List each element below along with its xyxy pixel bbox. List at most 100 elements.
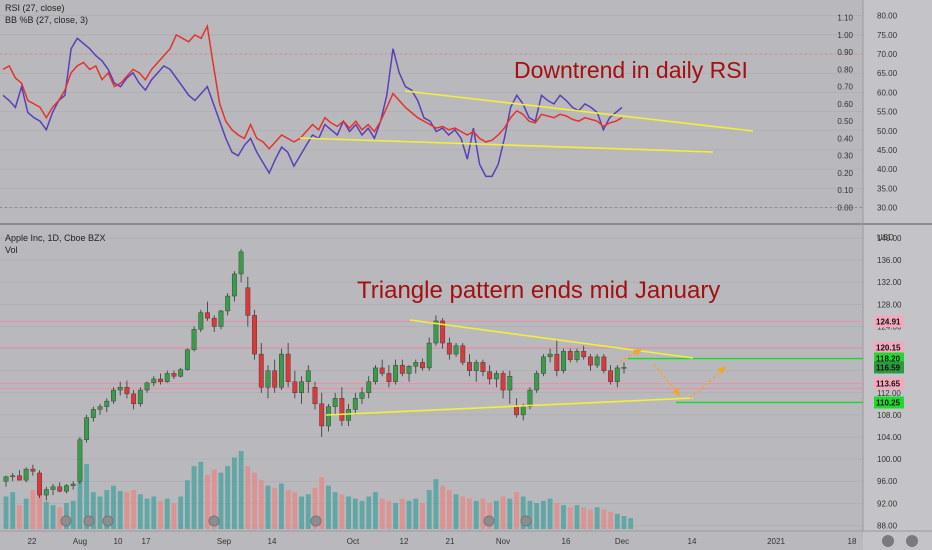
volume-bar bbox=[420, 503, 425, 529]
candle-body bbox=[379, 367, 385, 374]
settings-button[interactable] bbox=[882, 535, 894, 547]
candle-body bbox=[205, 312, 210, 319]
volume-bar bbox=[312, 487, 318, 529]
event-markers[interactable] bbox=[60, 515, 532, 527]
volume-bar bbox=[326, 485, 331, 529]
rsi-panel-bg bbox=[0, 0, 863, 222]
candle-body bbox=[77, 439, 83, 482]
volume-bar bbox=[319, 477, 325, 529]
candle-body bbox=[493, 373, 499, 380]
dividend-marker[interactable] bbox=[310, 515, 322, 527]
volume-bar bbox=[205, 474, 210, 529]
volume-bar bbox=[17, 505, 22, 529]
candle-body bbox=[50, 486, 56, 490]
projection-arrow-up-head bbox=[717, 366, 727, 374]
bbpct-tick-label: 1.10 bbox=[837, 14, 853, 23]
time-tick-label: 10 bbox=[114, 537, 123, 546]
candle-body bbox=[507, 376, 513, 391]
volume-bar bbox=[366, 496, 372, 529]
candle-body bbox=[43, 489, 49, 496]
candle-body bbox=[453, 345, 459, 355]
candle-body bbox=[520, 406, 526, 416]
candle-body bbox=[64, 485, 69, 492]
time-tick-label: Nov bbox=[496, 537, 510, 546]
rsi-tick-label: 70.00 bbox=[877, 50, 898, 59]
volume-bar bbox=[507, 498, 513, 529]
volume-bar bbox=[379, 498, 385, 529]
candle-body bbox=[3, 476, 9, 482]
candle-body bbox=[23, 468, 29, 481]
volume-bar bbox=[299, 496, 304, 529]
right-axis-bg bbox=[863, 0, 932, 550]
volume-bar bbox=[594, 507, 600, 529]
candle-body bbox=[292, 381, 298, 393]
rsi-tick-label: 80.00 bbox=[877, 12, 898, 21]
candle-body bbox=[305, 370, 311, 382]
rsi-tick-label: 50.00 bbox=[877, 127, 898, 136]
candle-body bbox=[326, 406, 331, 427]
rsi-tick-label: 30.00 bbox=[877, 203, 898, 212]
rsi-tick-label: 45.00 bbox=[877, 146, 898, 155]
volume-bar bbox=[245, 466, 251, 529]
volume-bar bbox=[561, 505, 566, 529]
bbpct-legend[interactable]: BB %B (27, close, 3) bbox=[5, 15, 88, 25]
price-tag-label: 124.91 bbox=[876, 317, 901, 326]
candle-body bbox=[399, 364, 405, 374]
volume-bar bbox=[144, 498, 150, 529]
volume-bar bbox=[453, 494, 459, 529]
candle-body bbox=[594, 356, 600, 366]
time-tick-label: Sep bbox=[217, 537, 232, 546]
rsi-axis[interactable]: 80.00 75.00 70.00 65.00 60.00 55.00 50.00 45.00… bbox=[877, 12, 898, 213]
volume-bar bbox=[84, 464, 90, 529]
time-tick-label: 21 bbox=[446, 537, 455, 546]
volume-legend[interactable]: Vol bbox=[5, 245, 18, 255]
candle-body bbox=[238, 251, 244, 275]
volume-bar bbox=[493, 500, 499, 529]
volume-bar bbox=[198, 461, 204, 529]
candle-body bbox=[554, 353, 560, 371]
volume-bar bbox=[527, 500, 533, 529]
volume-bar bbox=[211, 469, 217, 529]
earnings-marker[interactable] bbox=[483, 515, 495, 527]
dividend-marker[interactable] bbox=[83, 515, 95, 527]
volume-bar bbox=[540, 500, 546, 529]
candle-body bbox=[272, 370, 278, 388]
volume-bar bbox=[77, 469, 83, 529]
volume-bar bbox=[359, 500, 365, 529]
volume-bar bbox=[30, 490, 36, 529]
price-tag-label: 116.59 bbox=[876, 363, 901, 372]
currency-label[interactable]: USD bbox=[877, 233, 894, 242]
volume-bar bbox=[473, 500, 479, 529]
bbpct-tick-label: 0.70 bbox=[837, 83, 853, 92]
candle-body bbox=[245, 287, 251, 316]
price-chart-title[interactable]: Apple Inc, 1D, Cboe BZX bbox=[5, 233, 106, 243]
volume-bar bbox=[238, 451, 244, 529]
volume-bar bbox=[399, 498, 405, 529]
dividend-marker[interactable] bbox=[102, 515, 114, 527]
scroll-button[interactable] bbox=[906, 535, 918, 547]
volume-bar bbox=[258, 480, 264, 529]
volume-bar bbox=[218, 472, 224, 529]
rsi-legend[interactable]: RSI (27, close) bbox=[5, 3, 65, 13]
volume-bar bbox=[352, 498, 358, 529]
volume-bars bbox=[3, 451, 634, 529]
bbpct-tick-label: 0.20 bbox=[837, 169, 853, 178]
candle-body bbox=[171, 373, 177, 377]
candle-body bbox=[460, 345, 466, 363]
candle-body bbox=[198, 312, 204, 330]
earnings-marker[interactable] bbox=[208, 515, 220, 527]
volume-bar bbox=[621, 516, 627, 529]
grid-lines bbox=[0, 15, 863, 526]
earnings-marker[interactable] bbox=[60, 515, 72, 527]
candle-body bbox=[500, 373, 506, 391]
time-tick-label: 2021 bbox=[767, 537, 785, 546]
time-tick-label: 22 bbox=[28, 537, 37, 546]
candle-body bbox=[514, 406, 519, 416]
time-tick-label: Dec bbox=[615, 537, 629, 546]
dividend-marker[interactable] bbox=[520, 515, 532, 527]
candle-body bbox=[184, 349, 190, 370]
time-tick-label: Aug bbox=[73, 537, 87, 546]
volume-bar bbox=[547, 498, 553, 529]
time-axis[interactable]: 22 Aug 10 17 Sep 14 Oct 12 21 Nov 16 Dec 14 2021 18 bbox=[28, 537, 857, 546]
